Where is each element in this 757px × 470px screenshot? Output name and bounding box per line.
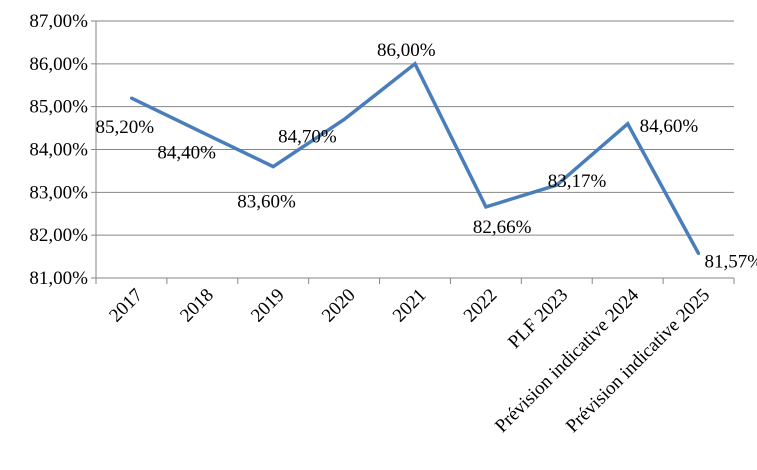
data-point-1	[200, 130, 204, 134]
y-tick-label-1: 82,00%	[29, 225, 88, 246]
data-label-2: 83,60%	[237, 192, 296, 213]
data-point-5	[484, 205, 488, 209]
x-tick-label-2: 2019	[247, 285, 289, 327]
data-point-3	[342, 118, 346, 122]
data-point-2	[271, 165, 275, 169]
data-point-7	[626, 122, 630, 126]
x-tick-label-4: 2021	[389, 285, 431, 327]
y-tick-label-5: 86,00%	[29, 54, 88, 75]
x-tick-label-5: 2022	[460, 285, 502, 327]
x-tick-label-3: 2020	[318, 285, 360, 327]
data-label-0: 85,20%	[95, 117, 154, 138]
y-tick-label-0: 81,00%	[29, 268, 88, 289]
series-line	[130, 61, 701, 255]
data-point-0	[129, 96, 133, 100]
data-label-4: 86,00%	[377, 40, 436, 61]
x-tick-label-0: 2017	[105, 285, 147, 327]
series-line-group	[129, 61, 701, 256]
x-axis-tick-labels: 2017 2018 2019 2020 2021 2022 PLF 2023Prévisio…	[105, 284, 714, 437]
x-tick-label-7: Prévision indicative 2024	[491, 284, 644, 437]
y-axis-tick-labels: 81,00% 82,00% 83,00% 84,00% 85,00% 86,00% 87,0…	[29, 11, 88, 289]
x-tick-label-8: Prévision indicative 2025	[562, 285, 714, 437]
data-label-8: 81,57%	[705, 252, 757, 273]
y-tick-label-6: 87,00%	[29, 11, 88, 32]
y-tick-label-4: 85,00%	[29, 97, 88, 118]
data-point-4	[413, 62, 417, 66]
x-tick-label-1: 2018	[176, 285, 218, 327]
data-label-3: 84,70%	[278, 127, 337, 148]
data-point-6	[555, 183, 559, 187]
data-label-1: 84,40%	[157, 142, 216, 163]
data-labels: 85,20%84,40% 83,60% 84,70% 86,00% 82,66% 83,1…	[95, 40, 757, 273]
data-label-7: 84,60%	[640, 116, 699, 137]
axes	[91, 20, 735, 284]
y-tick-label-2: 83,00%	[29, 182, 88, 203]
x-tick-label-6: PLF 2023	[504, 285, 572, 353]
y-tick-label-3: 84,00%	[29, 140, 88, 161]
data-label-6: 83,17%	[548, 171, 607, 192]
data-point-8	[697, 252, 701, 256]
data-label-5: 82,66%	[473, 217, 532, 238]
